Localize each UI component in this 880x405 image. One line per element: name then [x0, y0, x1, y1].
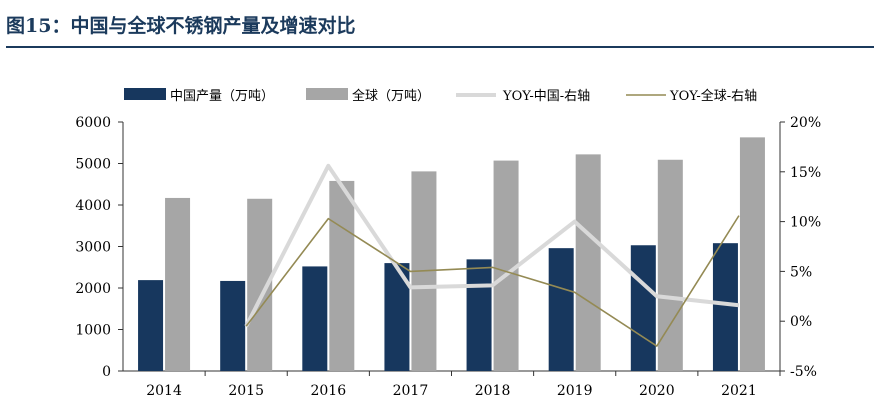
chart-lines: [244, 163, 740, 347]
china-production-bar: [712, 243, 738, 371]
y-left-tick-label: 4000: [75, 198, 111, 214]
y-right-tick-label: -5%: [790, 364, 817, 380]
chart-tick-labels: 0 1000 2000 3000 4000 5000 6000 -5% 0% 5% 10% 15% 20…: [75, 115, 821, 399]
legend-global-production: 全球（万吨）: [306, 88, 430, 104]
y-right-tick-label: 0%: [790, 314, 812, 330]
global-production-bar: [165, 197, 191, 371]
x-tick-label: 2021: [721, 383, 757, 399]
figure-title: 图15：中国与全球不锈钢产量及增速对比: [6, 6, 874, 48]
global-production-bar: [493, 160, 519, 371]
global-production-bar: [739, 137, 765, 371]
y-right-tick-label: 20%: [790, 115, 821, 131]
x-tick-label: 2019: [557, 383, 593, 399]
y-right-tick-label: 10%: [790, 215, 821, 231]
y-left-tick-label: 3000: [75, 240, 111, 256]
chart-bars: [138, 137, 765, 371]
china-production-bar: [220, 280, 246, 371]
yoy-global-line: [245, 215, 740, 347]
legend-yoy-global: YOY-全球-右轴: [626, 88, 757, 104]
x-tick-label: 2014: [146, 383, 182, 399]
chart-legend: 中国产量（万吨） 全球（万吨） YOY-中国-右轴 YOY-全球-右轴: [124, 88, 757, 104]
legend-yoy-china: YOY-中国-右轴: [456, 89, 590, 104]
china-production-bar: [630, 245, 656, 371]
x-tick-label: 2020: [639, 383, 675, 399]
x-tick-label: 2017: [393, 383, 429, 399]
y-right-tick-label: 15%: [790, 165, 821, 181]
legend-label: 全球（万吨）: [352, 88, 430, 104]
global-production-bar: [575, 154, 601, 371]
legend-label: 中国产量（万吨）: [170, 89, 274, 104]
yoy-china-line: [244, 163, 740, 328]
x-tick-label: 2015: [228, 383, 264, 399]
legend-china-production: 中国产量（万吨）: [124, 88, 274, 104]
y-left-tick-label: 0: [102, 364, 111, 380]
x-tick-label: 2016: [310, 383, 346, 399]
y-left-tick-label: 6000: [75, 115, 111, 131]
x-tick-label: 2018: [475, 383, 511, 399]
global-production-bar: [657, 159, 683, 371]
y-left-tick-label: 5000: [75, 157, 111, 173]
legend-swatch: [124, 88, 166, 100]
global-production-bar: [329, 180, 355, 371]
chart-axes: [118, 121, 785, 376]
y-right-tick-label: 5%: [790, 264, 812, 280]
china-production-bar: [466, 259, 492, 371]
y-left-tick-label: 2000: [75, 281, 111, 297]
legend-label: YOY-全球-右轴: [669, 88, 757, 104]
legend-label: YOY-中国-右轴: [502, 89, 590, 104]
china-production-bar: [138, 280, 164, 371]
y-left-tick-label: 1000: [75, 323, 111, 339]
china-production-bar: [302, 266, 328, 371]
legend-swatch: [306, 88, 348, 100]
china-production-bar: [548, 248, 574, 371]
